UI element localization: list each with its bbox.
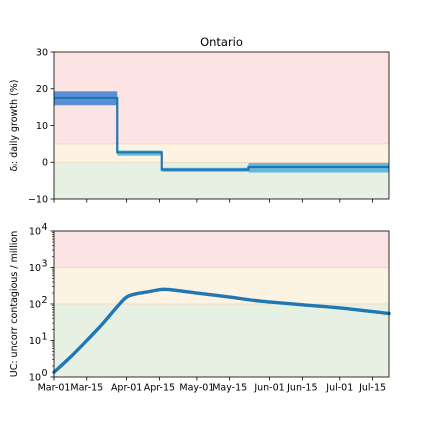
x-tick-label: Jul-01 [325, 383, 353, 394]
zone-green [54, 304, 389, 377]
y-tick-exponent: 1 [42, 331, 48, 342]
growth-step-line [54, 96, 389, 171]
y-tick-label: 30 [36, 47, 48, 58]
y-tick-exponent: 3 [42, 258, 48, 269]
y-tick-exponent: 0 [42, 368, 48, 379]
y-tick-label: 0 [42, 158, 48, 169]
contagious-curve [52, 287, 391, 374]
y-tick-label: 10 [29, 373, 41, 384]
x-tick-label: Apr-15 [144, 383, 175, 394]
chart-title: Ontario [200, 35, 243, 49]
y-axis-label-contagious: UC: uncorr contagious / million [9, 231, 20, 378]
x-tick-label: May-01 [179, 383, 214, 394]
risk-zone-bands [54, 52, 389, 199]
zone-red [54, 231, 389, 268]
risk-zone-bands [54, 231, 389, 377]
x-tick-label: Jul-15 [358, 383, 386, 394]
contagious-line [52, 287, 391, 374]
zone-yellow [54, 143, 389, 163]
y-tick-label: 10 [29, 227, 41, 238]
x-tick-label: Mar-01 [38, 383, 71, 394]
x-tick-label: Apr-01 [111, 383, 142, 394]
y-axis-label-growth: δᵢ: daily growth (%) [9, 79, 20, 171]
y-tick-label: 20 [36, 84, 48, 95]
y-tick-exponent: 4 [42, 222, 48, 233]
x-tick-label: Jun-15 [286, 383, 317, 394]
y-tick-label: 10 [29, 263, 41, 274]
y-tick-exponent: 2 [42, 295, 48, 306]
growth-rate-panel: −10 0 10 20 30 Ontario δᵢ: daily growth (%) [9, 35, 390, 205]
y-tick-label: 10 [36, 121, 48, 132]
x-tick-label: Mar-15 [70, 383, 103, 394]
x-tick-label: May-15 [212, 383, 247, 394]
growth-axes: −10 0 10 20 30 [28, 47, 390, 205]
x-tick-label: Jun-01 [253, 383, 284, 394]
y-tick-label: 10 [29, 300, 41, 311]
growth-step-path [54, 96, 389, 171]
y-tick-label: −10 [28, 194, 48, 205]
y-tick-label: 10 [29, 336, 41, 347]
zone-yellow [54, 267, 389, 304]
